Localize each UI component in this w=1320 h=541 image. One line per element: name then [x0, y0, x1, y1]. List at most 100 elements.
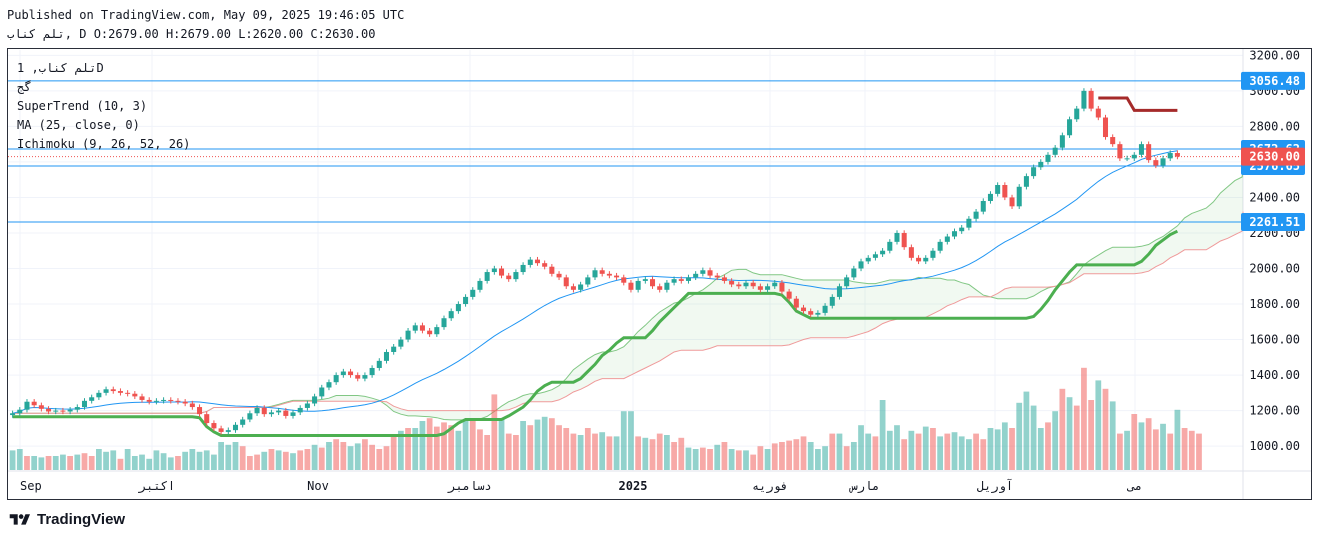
candle — [556, 271, 562, 281]
volume-bar — [282, 451, 289, 470]
volume-bar — [886, 430, 893, 470]
volume-bar — [563, 428, 570, 470]
candle — [707, 267, 713, 279]
candle — [916, 255, 922, 265]
candle — [189, 400, 195, 410]
volume-bar — [45, 456, 52, 470]
candle-body — [822, 305, 828, 313]
candle-body — [506, 275, 512, 280]
volume-bar — [937, 436, 944, 470]
candle-body — [578, 284, 584, 290]
candle-body — [369, 367, 375, 376]
volume-bar — [520, 421, 526, 470]
candle-body — [599, 270, 605, 274]
candle-body — [1102, 117, 1109, 138]
volume-bar — [74, 454, 81, 470]
volume-bar — [318, 447, 325, 470]
candle-body — [973, 211, 979, 219]
candle-body — [24, 401, 30, 410]
volume-bar — [807, 442, 814, 470]
volume-bar — [613, 436, 620, 470]
volume-bar — [110, 450, 117, 470]
candle-body — [650, 279, 656, 287]
candle — [376, 358, 382, 371]
candle-body — [743, 282, 749, 287]
candle-body — [1023, 176, 1029, 187]
candle — [477, 278, 483, 293]
volume-bar — [124, 449, 131, 470]
candle — [614, 272, 620, 281]
candle — [448, 308, 454, 321]
price-tick-label: 1400.00 — [1249, 368, 1300, 382]
candle — [441, 315, 447, 330]
candle-body — [858, 261, 864, 269]
candle — [369, 365, 375, 378]
candle — [520, 262, 526, 275]
chart-frame[interactable] — [7, 48, 1312, 500]
volume-bar — [146, 458, 153, 470]
candle-body — [391, 346, 397, 352]
candle — [506, 272, 512, 282]
candle-body — [290, 412, 296, 416]
candle — [621, 274, 627, 286]
volume-bar — [800, 436, 807, 470]
candle — [894, 230, 900, 245]
candle-body — [700, 270, 706, 274]
candle-body — [153, 400, 159, 402]
candle-body — [139, 396, 145, 400]
volume-bar — [462, 419, 469, 470]
candle-body — [872, 254, 878, 258]
tradingview-logo[interactable]: TradingView — [7, 511, 125, 528]
legend-ma[interactable]: MA (25, close, 0) — [17, 118, 140, 132]
candle-body — [808, 311, 814, 315]
volume-bar — [1009, 428, 1015, 470]
volume-bar — [815, 449, 821, 470]
candle — [1009, 194, 1015, 209]
candle-body — [240, 419, 246, 425]
candle — [542, 260, 548, 270]
candle — [225, 427, 231, 435]
volume-bar — [52, 456, 59, 470]
candle — [182, 399, 188, 407]
candles — [10, 88, 1180, 435]
candle — [1110, 134, 1116, 147]
legend-ichimoku[interactable]: Ichimoku (9, 26, 52, 26) — [17, 137, 191, 151]
candle-body — [175, 400, 181, 402]
price-axis: 1000.00 1200.00 1400.00 1600.00 1800.00 2000.… — [1249, 48, 1300, 453]
legend-supertrend[interactable]: SuperTrend (10, 3) — [17, 99, 148, 113]
volume-bar — [196, 451, 203, 470]
candle-body — [707, 270, 713, 276]
volume-bar — [721, 442, 728, 470]
candle — [211, 420, 217, 432]
volume-bar — [865, 433, 872, 470]
candle — [951, 228, 958, 240]
candle — [470, 287, 476, 300]
supertrend-down-line — [1098, 96, 1178, 112]
candle-body — [182, 401, 188, 404]
volume-bar — [340, 442, 347, 470]
volume-bar — [699, 447, 706, 470]
candle — [592, 267, 598, 281]
candle-body — [376, 360, 382, 368]
volume-bar — [513, 435, 519, 470]
volume-bar — [369, 444, 375, 470]
volume-bar — [16, 449, 23, 470]
time-tick-label: Sep — [20, 479, 42, 493]
candle — [204, 411, 210, 426]
candle-body — [657, 286, 663, 290]
candle — [779, 280, 785, 295]
volume-bar — [390, 436, 397, 470]
candle-body — [1009, 197, 1015, 207]
candle — [10, 410, 16, 418]
volume-bar — [412, 428, 419, 470]
volume-bar — [1160, 423, 1166, 470]
candle — [865, 255, 871, 265]
candle — [1102, 114, 1109, 140]
candle — [1124, 155, 1130, 162]
candle — [96, 390, 102, 400]
candle-body — [463, 296, 469, 305]
volume-bar — [397, 430, 404, 470]
candle-body — [1067, 119, 1073, 136]
volume-bar — [96, 449, 102, 470]
